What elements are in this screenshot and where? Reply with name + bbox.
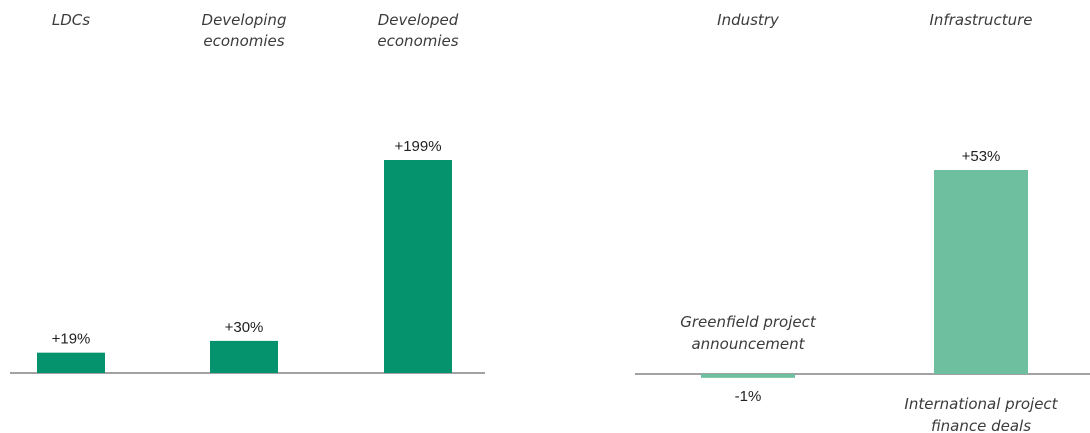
category-label-1-1: LDCs bbox=[52, 11, 90, 29]
category-label-1-3: Developed bbox=[378, 11, 459, 29]
bar-note-2-2: International project bbox=[904, 395, 1058, 413]
bar-note-2-1: Greenfield project bbox=[680, 313, 817, 331]
bar-note-2-1: announcement bbox=[691, 335, 805, 353]
value-label-2-2: +53% bbox=[962, 148, 1001, 165]
bar-note-2-2: finance deals bbox=[931, 417, 1031, 433]
bar-1-1 bbox=[37, 352, 105, 373]
category-label-2-1: Industry bbox=[717, 11, 780, 29]
value-label-1-3: +199% bbox=[394, 138, 441, 155]
value-label-2-1: -1% bbox=[735, 388, 762, 405]
category-label-1-2: economies bbox=[203, 32, 284, 50]
bar-1-2 bbox=[210, 340, 278, 373]
category-label-1-3: economies bbox=[377, 32, 458, 50]
bar-2-1 bbox=[701, 374, 795, 378]
bar-2-2 bbox=[934, 170, 1028, 374]
bar-1-3 bbox=[384, 160, 452, 373]
value-label-1-2: +30% bbox=[225, 319, 264, 336]
value-label-1-1: +19% bbox=[52, 331, 91, 348]
category-label-1-2: Developing bbox=[202, 11, 287, 29]
category-label-2-2: Infrastructure bbox=[930, 11, 1033, 29]
